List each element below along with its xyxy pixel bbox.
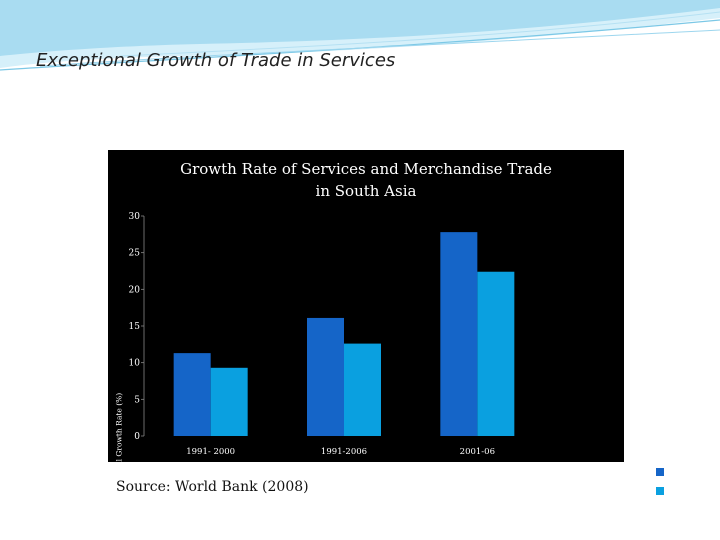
y-tick-label: 10 <box>129 359 141 369</box>
bar-merchandise-2 <box>344 343 381 436</box>
source-note: Source: World Bank (2008) <box>116 479 309 495</box>
y-axis-label: Average Annual Growth Rate (%) <box>114 392 124 520</box>
swoosh-line-2 <box>39 29 720 67</box>
y-tick-label: 0 <box>134 432 140 442</box>
chart-title-line-1: Growth Rate of Services and Merchandise … <box>180 160 552 178</box>
swoosh-band-mid <box>0 0 720 56</box>
y-tick-label: 30 <box>129 212 141 222</box>
slide-title: Exceptional Growth of Trade in Services <box>36 50 396 71</box>
bar-merchandise-1 <box>210 367 248 436</box>
chart-panel: Growth Rate of Services and Merchandise … <box>108 150 720 519</box>
y-tick-label: 25 <box>129 249 141 259</box>
legend-swatch-services <box>656 468 664 476</box>
chart-title: Growth Rate of Services and Merchandise … <box>108 158 624 202</box>
chart-plot-area: 0 5 10 15 20 25 30 1991- 2000 1991-2006 2001-06 <box>129 212 515 457</box>
x-tick-label: 1991-2006 <box>321 447 367 457</box>
y-tick-label: 15 <box>129 322 141 332</box>
legend-label-merchandise: Merchandise <box>666 485 720 496</box>
header-swoosh-decoration <box>0 0 720 71</box>
x-tick-label: 1991- 2000 <box>186 447 235 457</box>
bar-services-2 <box>307 317 344 436</box>
legend-label-services: Services <box>666 466 703 477</box>
swoosh-line-1 <box>0 19 720 71</box>
swoosh-line-3 <box>119 11 720 57</box>
bar-merchandise-3 <box>477 271 515 436</box>
legend-swatch-merchandise <box>656 487 664 495</box>
y-tick-label: 20 <box>129 285 141 295</box>
bar-services-1 <box>173 353 211 436</box>
bar-services-3 <box>440 232 478 436</box>
x-tick-label: 2001-06 <box>460 447 495 457</box>
chart-title-line-2: in South Asia <box>315 182 417 200</box>
y-tick-label: 5 <box>134 395 140 405</box>
